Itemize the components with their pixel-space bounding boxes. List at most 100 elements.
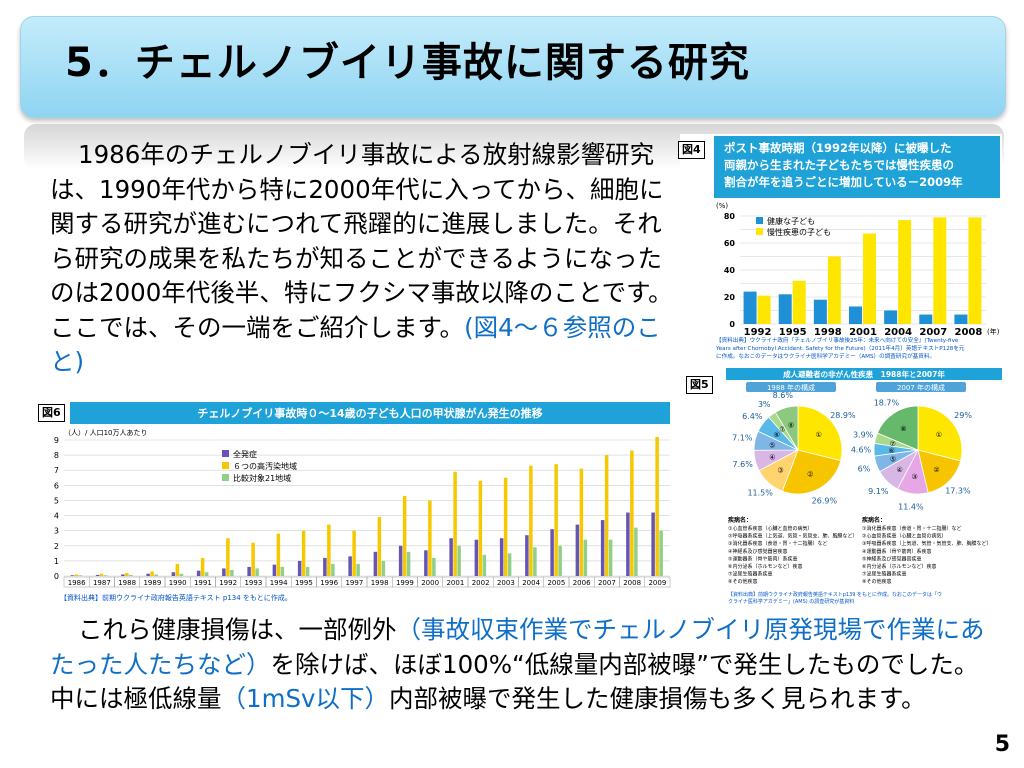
intro-paragraph: 1986年のチェルノブイリ事故による放射線影響研究は、1990年代から特に200… (50, 138, 676, 380)
fig6-bar (453, 471, 457, 576)
fig5-legend-1988-item: ②呼吸器系疾患（上気道、気管・気管支、肺、胸膜など） (728, 533, 858, 540)
fig4-bar (968, 217, 982, 324)
fig6-bar (171, 572, 176, 576)
fig5-pie-slice (917, 449, 962, 494)
fig6-bar (428, 500, 432, 576)
fig6-bar (121, 574, 125, 576)
fig4-source-line: に作成。なおこのデータはウクライナ医科学アカデミー（AMS）の調査研究が基資料。 (716, 352, 935, 360)
fig4-bar (778, 294, 792, 324)
fig5-legend-2007-item: ②心血管系疾患（心臓と血管の病気） (862, 533, 946, 540)
fig6-bar (449, 538, 453, 576)
fig4-header-line: 両親から生まれた子どもたちでは慢性疾患の (724, 158, 954, 172)
fig5-legend-title: 疾病名： (728, 516, 752, 524)
fig6-bar (478, 480, 483, 576)
conclusion-note: （事故収束作業でチェルノブイリ原発現場で作業にあたった人たちなど） (50, 615, 985, 679)
fig6-x-tick: 1995 (295, 579, 313, 587)
fig4-bar (792, 280, 806, 324)
fig5-pie-slice (917, 405, 963, 462)
fig4-legend-swatch (756, 228, 763, 235)
fig6-bar (558, 545, 562, 576)
fig6-background (40, 400, 672, 608)
fig5-header: 成人避難者の非がん性疾患 1988年と2007年 (783, 369, 945, 379)
fig6-bar (272, 564, 277, 576)
fig6-bar (634, 527, 638, 576)
fig6-bar (482, 554, 487, 576)
fig6-bar (230, 569, 234, 576)
fig5-legend-2007-item: ①消化器系疾患（食道・胃・十二指腸）など (862, 525, 962, 532)
fig6-bar (373, 551, 378, 576)
fig4-x-tick: 2001 (849, 327, 877, 338)
fig6-bar (406, 551, 411, 576)
fig5-legend-1988-item: ①心血管系疾患（心臓と血管の病気） (728, 525, 812, 532)
fig5-legend-2007-item: ⑤神経系及び感覚器官疾患 (862, 555, 921, 562)
fig6-bar (200, 557, 205, 576)
fig5-slice-value: 6% (858, 464, 871, 473)
fig4-x-tick: 1995 (779, 327, 807, 338)
fig6-bar (424, 550, 428, 576)
figure-4-label: 図4 (678, 141, 705, 159)
fig5-legend-2007-item: ⑧その他疾患 (862, 578, 891, 585)
fig6-bar (575, 524, 580, 576)
fig6-bar (457, 545, 461, 576)
fig5-pie-slice (876, 405, 919, 451)
fig6-bar (74, 574, 79, 576)
fig6-y-tick: 1 (54, 557, 59, 566)
fig6-bar (583, 539, 588, 576)
fig6-bar (327, 524, 331, 576)
fig5-slice-value: 7.1% (732, 434, 753, 443)
figure-6: チェルノブイリ事故時０～14歳の子ども人口の甲状腺がん発生の推移 （人）/ 人口1… (40, 400, 672, 608)
fig6-x-tick: 1992 (219, 579, 237, 587)
fig6-bar (226, 538, 230, 576)
fig4-legend-label: 健康な子ども (767, 216, 815, 226)
fig4-bar (863, 233, 876, 324)
fig5-slice-number: ④ (769, 453, 775, 461)
fig6-bar (78, 575, 83, 576)
fig6-y-tick: 9 (54, 436, 59, 445)
fig5-legend-2007-item: ⑦泌尿生殖器系疾患 (862, 571, 906, 578)
fig6-bar (276, 533, 281, 576)
fig6-y-tick: 8 (54, 451, 59, 460)
fig5-subtitle-box (876, 382, 966, 392)
fig6-x-tick: 2001 (446, 579, 464, 587)
fig6-x-tick: 1986 (68, 579, 86, 587)
fig6-x-tick: 2008 (623, 579, 641, 587)
figure-6-chart: チェルノブイリ事故時０～14歳の子ども人口の甲状腺がん発生の推移 （人）/ 人口1… (40, 400, 672, 608)
fig5-legend-2007-item: ④運動器系（骨や筋肉）系疾患 (862, 548, 931, 555)
fig5-slice-number: ③ (777, 467, 783, 475)
fig6-legend-swatch (222, 462, 229, 469)
page-number: 5 (994, 732, 1010, 757)
fig4-y-tick: 0 (729, 320, 735, 329)
fig6-x-tick: 1987 (93, 579, 111, 587)
fig6-bar (402, 495, 407, 576)
fig6-legend-label: ６つの高汚染地域 (233, 461, 297, 471)
fig5-slice-value: 29% (954, 411, 972, 420)
fig5-slice-value: 17.3% (945, 487, 971, 496)
fig5-subtitle: 2007 年の構成 (897, 383, 945, 392)
fig6-y-tick: 3 (54, 527, 59, 536)
fig6-bar (196, 570, 201, 576)
fig5-legend-2007-item: ③呼吸器系疾患（上気道、気管・気管支、肺、胸膜など） (862, 540, 992, 547)
fig6-bar (474, 539, 479, 576)
fig5-legend-1988-item: ⑧その他疾患 (728, 578, 757, 585)
fig4-x-unit: (年) (987, 327, 1000, 336)
fig5-legend-1988-item: ④神経系及び感覚器官疾患 (728, 548, 787, 555)
fig4-bar (933, 217, 947, 324)
fig6-bar (99, 573, 104, 576)
fig6-x-tick: 2002 (472, 579, 490, 587)
fig5-slice-value: 18.7% (874, 399, 900, 408)
fig5-legend-1988-item: ⑦泌尿生殖器系疾患 (728, 571, 772, 578)
fig6-y-tick: 5 (54, 496, 59, 505)
fig5-slice-value: 11.5% (747, 489, 773, 498)
fig6-bar (150, 571, 154, 576)
fig4-x-tick: 2008 (955, 327, 983, 338)
fig6-bar (129, 574, 133, 576)
fig5-slice-value: 3.9% (853, 431, 874, 440)
fig6-bar (301, 530, 306, 576)
fig4-bar (898, 220, 912, 324)
fig6-bar (103, 575, 108, 576)
fig4-header-line: 割合が年を追うごとに増加している－2009年 (724, 175, 963, 189)
fig5-pie-slice (797, 405, 843, 462)
fig4-bar (757, 295, 771, 324)
fig4-bar (849, 306, 862, 324)
figure-6-label: 図6 (38, 404, 65, 422)
